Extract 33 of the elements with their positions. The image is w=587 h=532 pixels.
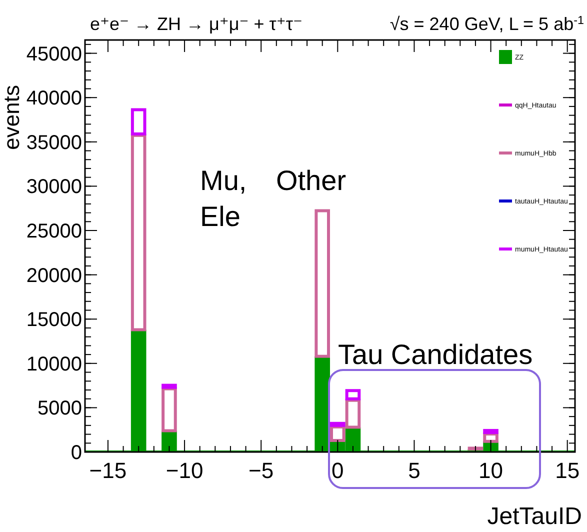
bar: [483, 432, 498, 443]
y-axis-title: events: [0, 85, 24, 150]
bar: [483, 428, 498, 434]
bar: [468, 446, 484, 451]
x-tick-label: 5: [408, 458, 420, 483]
bar: [130, 108, 146, 136]
y-tick-label: 5000: [38, 398, 82, 420]
bar: [330, 422, 346, 427]
y-tick-label: 15000: [26, 309, 82, 332]
bar: [345, 389, 361, 400]
x-tick-label: −15: [89, 458, 127, 483]
x-axis-title: JetTauID: [487, 503, 582, 530]
bar: [314, 209, 330, 358]
bar: [162, 384, 177, 389]
y-tick-label: 40000: [26, 88, 82, 110]
y-tick-label: 25000: [26, 220, 82, 242]
y-tick-label: 45000: [26, 43, 82, 66]
bar: [130, 134, 146, 332]
annotation: Mu, Ele: [200, 165, 247, 232]
y-tick-label: 10000: [26, 353, 82, 376]
y-tick-label: 35000: [26, 132, 82, 154]
chart-title: e⁺e⁻ → ZH → μ⁺μ⁻ + τ⁺τ⁻: [90, 14, 303, 34]
x-tick-label: −10: [166, 458, 204, 483]
y-tick-label: 0: [70, 442, 82, 464]
y-tick-label: 30000: [26, 176, 82, 198]
x-tick-label: 10: [478, 458, 504, 483]
x-tick-label: 0: [332, 458, 344, 483]
x-tick-label: −5: [248, 458, 274, 483]
annotation: Other: [276, 165, 346, 196]
y-tick-label: 20000: [26, 264, 82, 287]
annotation: Tau Candidates: [338, 339, 533, 370]
x-tick-label: 15: [555, 458, 580, 483]
chart-subtitle: √s = 240 GeV, L = 5 ab$^{-1}$: [390, 14, 584, 34]
